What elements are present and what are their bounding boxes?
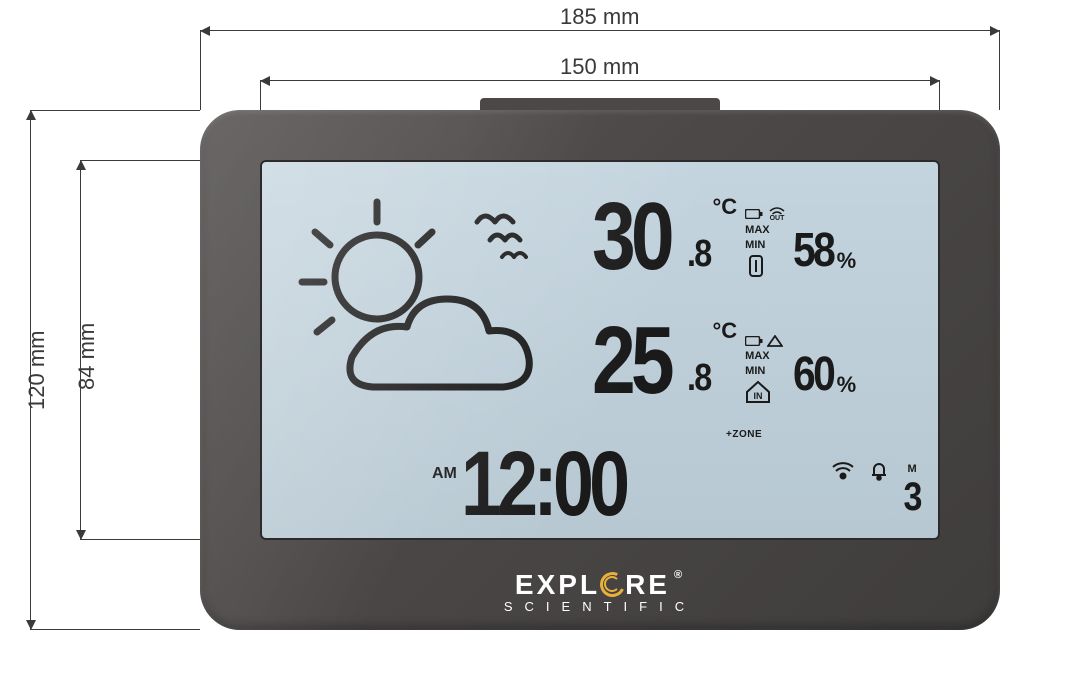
month-value: 3	[904, 475, 921, 520]
dim-arrow	[260, 76, 270, 86]
dim-screen-height-label: 84 mm	[74, 323, 100, 390]
weather-icon	[272, 182, 572, 402]
clock-side: M 3 D 8	[830, 456, 940, 520]
dim-screen-width-line	[260, 80, 940, 81]
in-min-lbl: MIN	[745, 364, 765, 378]
alarm-bell-icon	[870, 458, 888, 482]
house-in-icon: IN	[745, 380, 771, 404]
in-temp-dec: .8	[687, 357, 711, 400]
clock-row: AM 12:00 +ZONE M 3 D 8	[432, 421, 932, 526]
month-col: M 3	[902, 463, 922, 520]
dim-tick	[999, 30, 1000, 110]
out-temp-dec: .8	[687, 233, 711, 276]
in-temp-whole: 25	[592, 318, 670, 404]
trend-up-icon	[767, 335, 783, 347]
dim-arrow	[76, 160, 86, 170]
signal-out-icon: OUT	[767, 207, 787, 221]
dim-arrow	[26, 110, 36, 120]
battery-icon	[745, 209, 763, 219]
clock-time: 12:00	[461, 443, 625, 526]
in-humidity: 60	[793, 347, 833, 402]
in-temp-unit: °C	[712, 318, 737, 344]
svg-text:IN: IN	[754, 391, 763, 401]
dim-screen-width-label: 150 mm	[560, 54, 639, 80]
in-max-lbl: MAX	[745, 349, 769, 363]
indoor-row: 25 .8 °C MAX MIN IN 60 %	[592, 294, 932, 404]
out-side-col: OUT MAX MIN	[745, 188, 793, 280]
out-max-lbl: MAX	[745, 223, 769, 237]
in-side-col: MAX MIN IN	[745, 312, 793, 404]
brand-logo: EXPL RE ® SCIENTIFIC	[200, 569, 1000, 614]
brand-registered: ®	[674, 569, 685, 581]
sensor-icon	[745, 254, 767, 280]
brand-line1-pre: EXPL	[515, 569, 600, 600]
out-humidity: 58	[793, 223, 833, 278]
dim-outer-width-line	[200, 30, 1000, 31]
brand-line2: SCIENTIFIC	[200, 599, 1000, 614]
dim-tick	[30, 110, 200, 111]
out-temp-unit: °C	[712, 194, 737, 220]
brand-line1-post: RE	[625, 569, 670, 600]
radio-signal-icon	[830, 456, 856, 482]
svg-text:OUT: OUT	[770, 215, 786, 221]
dim-tick	[200, 30, 201, 110]
dim-outer-height-label: 120 mm	[24, 331, 50, 410]
month-label: M	[908, 463, 917, 475]
out-min-lbl: MIN	[745, 238, 765, 252]
dim-tick	[30, 629, 200, 630]
battery-icon	[745, 336, 763, 346]
clock-ampm: AM	[432, 465, 457, 483]
day-value: 8	[938, 475, 940, 520]
brand-ring-icon	[600, 572, 625, 597]
dim-outer-width-label: 185 mm	[560, 4, 639, 30]
lcd-screen: 30 .8 °C OUT MAX MIN 58 % 25 .8 °C	[260, 160, 940, 540]
outdoor-row: 30 .8 °C OUT MAX MIN 58 %	[592, 170, 932, 280]
dim-arrow	[200, 26, 210, 36]
zone-label: +ZONE	[726, 429, 762, 440]
in-humidity-unit: %	[837, 372, 857, 398]
out-humidity-unit: %	[837, 248, 857, 274]
out-temp-whole: 30	[592, 194, 670, 280]
day-col: D 8	[936, 463, 940, 520]
readouts-block: 30 .8 °C OUT MAX MIN 58 % 25 .8 °C	[592, 170, 932, 404]
